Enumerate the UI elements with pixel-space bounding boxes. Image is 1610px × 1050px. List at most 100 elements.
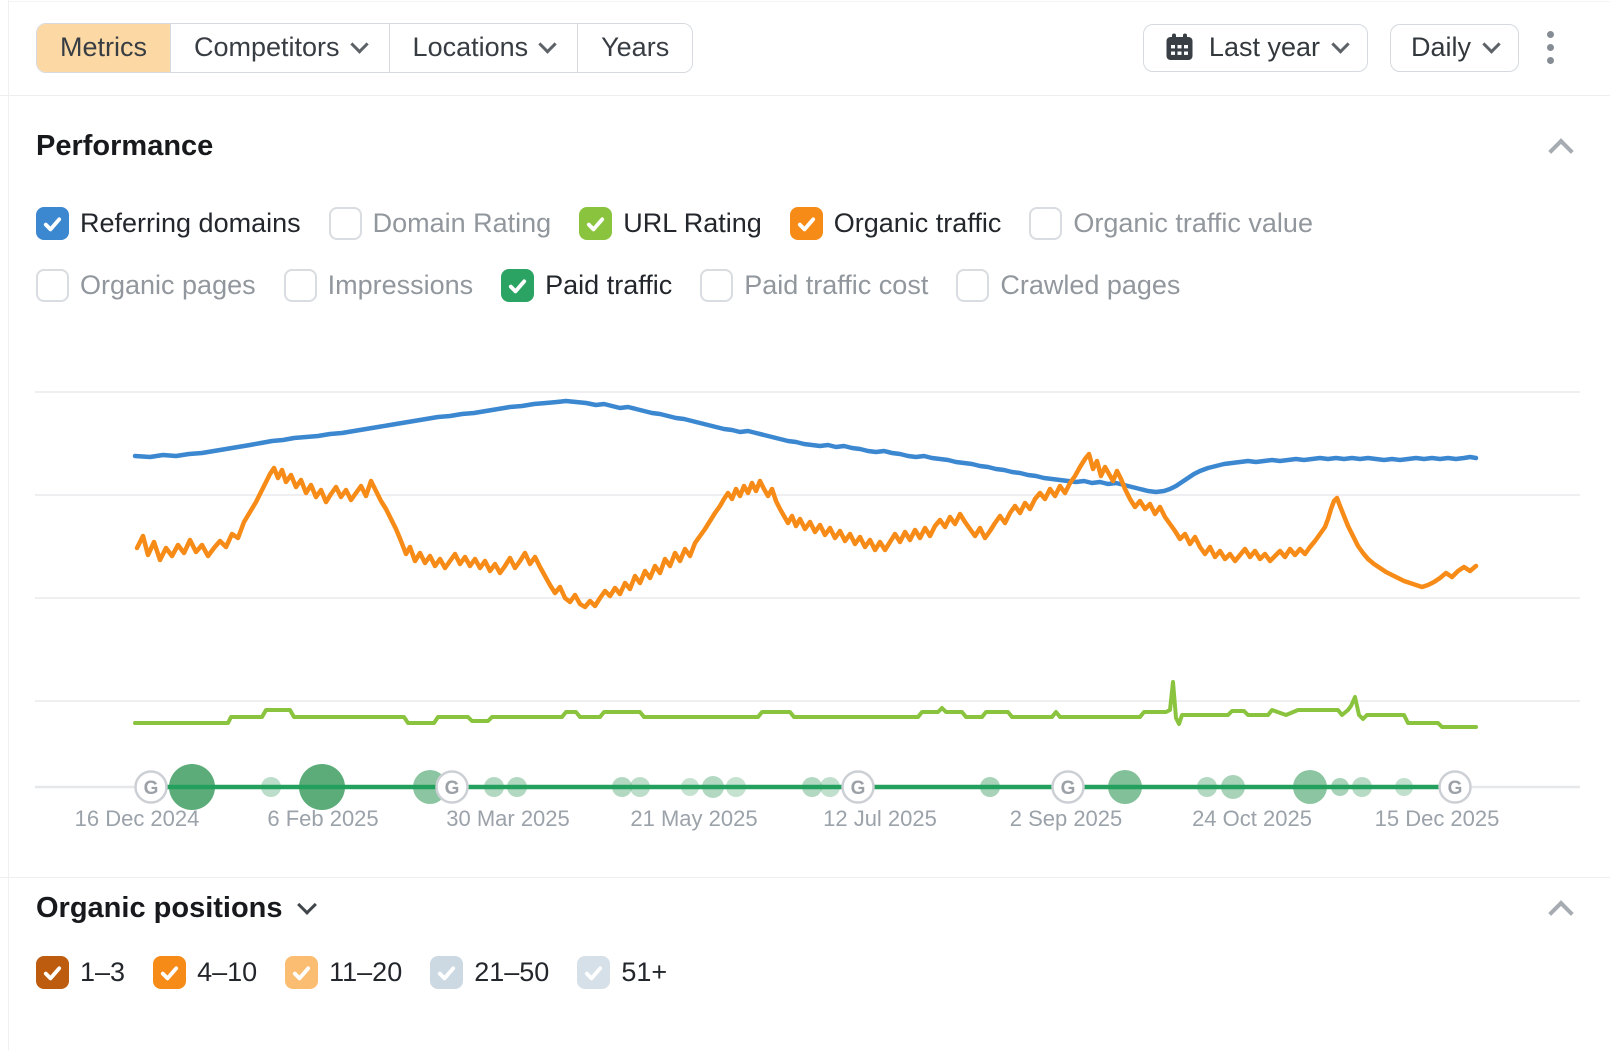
checkbox xyxy=(430,956,464,989)
chevron-down-icon[interactable] xyxy=(296,894,317,915)
tab-label: Locations xyxy=(412,32,529,62)
date-range-button[interactable]: Last year xyxy=(1142,23,1368,72)
checkbox xyxy=(577,956,611,989)
kebab-icon xyxy=(1547,57,1554,64)
organic-positions-title: Organic positions xyxy=(36,892,283,924)
checkbox-label: Organic traffic xyxy=(833,208,1002,238)
check-icon xyxy=(160,965,179,980)
metric-checkbox-crawled-pages[interactable]: Crawled pages xyxy=(956,269,1180,302)
checkbox xyxy=(328,207,362,240)
google-badge-letter: G xyxy=(144,778,159,799)
checkbox xyxy=(501,269,535,302)
x-axis-label: 21 May 2025 xyxy=(630,806,757,831)
checkbox-label: Impressions xyxy=(327,270,474,300)
checkbox-label: Organic pages xyxy=(80,270,256,300)
chevron-down-icon xyxy=(349,35,369,54)
x-axis-label: 6 Feb 2025 xyxy=(267,806,378,831)
checkbox xyxy=(956,269,990,302)
x-axis-label: 12 Jul 2025 xyxy=(823,806,937,831)
checkbox xyxy=(283,269,317,302)
checkbox-label: 21–50 xyxy=(474,957,550,987)
google-badge-letter: G xyxy=(1448,778,1463,799)
panel-top-edge xyxy=(8,1,1610,2)
performance-chart-area: G G G G G 16 Dec 2024 6 Feb 2025 30 Mar 2025 21 … xyxy=(0,350,1610,840)
chevron-down-icon xyxy=(1331,35,1350,54)
metric-checkbox-paid-traffic-cost[interactable]: Paid traffic cost xyxy=(700,269,928,302)
more-options-button[interactable] xyxy=(1541,23,1560,72)
metric-checkbox-paid-traffic[interactable]: Paid traffic xyxy=(501,269,672,302)
position-filter-4-10[interactable]: 4–10 xyxy=(153,956,257,989)
checkbox-label: Domain Rating xyxy=(372,208,552,238)
metric-checkbox-domain-rating[interactable]: Domain Rating xyxy=(328,207,552,240)
performance-chart[interactable]: G G G G G 16 Dec 2024 6 Feb 2025 30 Mar 2025 21 … xyxy=(0,350,1610,840)
position-filter-11-20[interactable]: 11–20 xyxy=(285,956,402,989)
view-tabs: Metrics Competitors Locations Years xyxy=(36,22,694,73)
x-axis-label: 15 Dec 2025 xyxy=(1375,806,1500,831)
granularity-label: Daily xyxy=(1410,32,1471,62)
tab-metrics[interactable]: Metrics xyxy=(37,23,171,72)
google-update-badge[interactable]: G xyxy=(134,770,168,804)
metric-checkbox-organic-traffic-value[interactable]: Organic traffic value xyxy=(1029,207,1313,240)
checkbox xyxy=(1029,207,1063,240)
checkbox xyxy=(789,207,823,240)
tab-competitors[interactable]: Competitors xyxy=(171,23,390,72)
panel-left-edge xyxy=(8,0,9,1050)
tab-locations[interactable]: Locations xyxy=(389,23,579,72)
google-badge-letter: G xyxy=(1061,778,1076,799)
checkbox xyxy=(153,956,187,989)
checkbox-label: 11–20 xyxy=(329,957,403,987)
checkbox xyxy=(285,956,319,989)
metric-checkbox-organic-pages[interactable]: Organic pages xyxy=(36,269,256,302)
x-axis-label: 24 Oct 2025 xyxy=(1192,806,1312,831)
chevron-down-icon xyxy=(538,35,557,54)
x-axis-label: 30 Mar 2025 xyxy=(446,806,570,831)
position-filter-21-50[interactable]: 21–50 xyxy=(430,956,549,989)
checkbox-label: 51+ xyxy=(621,957,668,987)
collapse-performance-button[interactable] xyxy=(1548,138,1574,164)
tab-label: Metrics xyxy=(60,32,147,62)
section-divider xyxy=(0,877,1610,878)
checkbox-label: Crawled pages xyxy=(1000,270,1181,300)
x-axis-label: 16 Dec 2024 xyxy=(75,806,200,831)
metric-checkbox-referring-domains[interactable]: Referring domains xyxy=(36,207,301,240)
checkbox-label: Organic traffic value xyxy=(1073,208,1313,238)
checkbox xyxy=(36,956,69,989)
checkbox-label: 1–3 xyxy=(80,957,126,987)
performance-metrics-row-1: Referring domains Domain Rating URL Rating… xyxy=(0,207,1610,240)
checkbox xyxy=(36,269,69,302)
position-filter-51[interactable]: 51+ xyxy=(577,956,667,989)
check-icon xyxy=(293,965,311,980)
google-update-badge[interactable]: G xyxy=(841,770,875,804)
referring-domains-line xyxy=(132,398,1479,495)
google-update-badge[interactable]: G xyxy=(1051,770,1085,804)
granularity-button[interactable]: Daily xyxy=(1389,23,1519,72)
position-filter-1-3[interactable]: 1–3 xyxy=(36,956,125,989)
checkbox xyxy=(36,207,69,240)
checkbox xyxy=(579,207,613,240)
google-update-badge[interactable]: G xyxy=(1438,770,1472,804)
date-range-label: Last year xyxy=(1208,32,1320,62)
toolbar: Metrics Competitors Locations Years Last ye… xyxy=(0,0,1610,96)
collapse-organic-positions-button[interactable] xyxy=(1548,900,1574,926)
performance-title: Performance xyxy=(36,130,214,162)
organic-positions-filters-row: 1–3 4–10 11–20 21–50 51+ xyxy=(0,956,1610,989)
checkbox-label: URL Rating xyxy=(623,208,762,238)
chevron-down-icon xyxy=(1482,35,1501,54)
metric-checkbox-url-rating[interactable]: URL Rating xyxy=(579,207,762,240)
metric-checkbox-organic-traffic[interactable]: Organic traffic xyxy=(789,207,1002,240)
check-icon xyxy=(509,278,527,293)
tab-years[interactable]: Years xyxy=(578,23,693,72)
performance-header: Performance xyxy=(0,130,1610,164)
toolbar-right: Last year Daily xyxy=(1142,23,1560,72)
checkbox-label: Referring domains xyxy=(80,208,301,238)
tab-label: Competitors xyxy=(194,32,340,62)
calendar-icon xyxy=(1164,32,1195,63)
check-icon xyxy=(43,216,62,231)
checkbox-label: 4–10 xyxy=(197,957,258,987)
tab-label: Years xyxy=(601,32,670,62)
google-update-badge[interactable]: G xyxy=(435,770,469,804)
metric-checkbox-impressions[interactable]: Impressions xyxy=(283,269,474,302)
performance-metrics-row-2: Organic pages Impressions Paid traffic Paid… xyxy=(0,269,1610,302)
checkbox-label: Paid traffic cost xyxy=(744,270,929,300)
google-badge-letter: G xyxy=(445,778,460,799)
